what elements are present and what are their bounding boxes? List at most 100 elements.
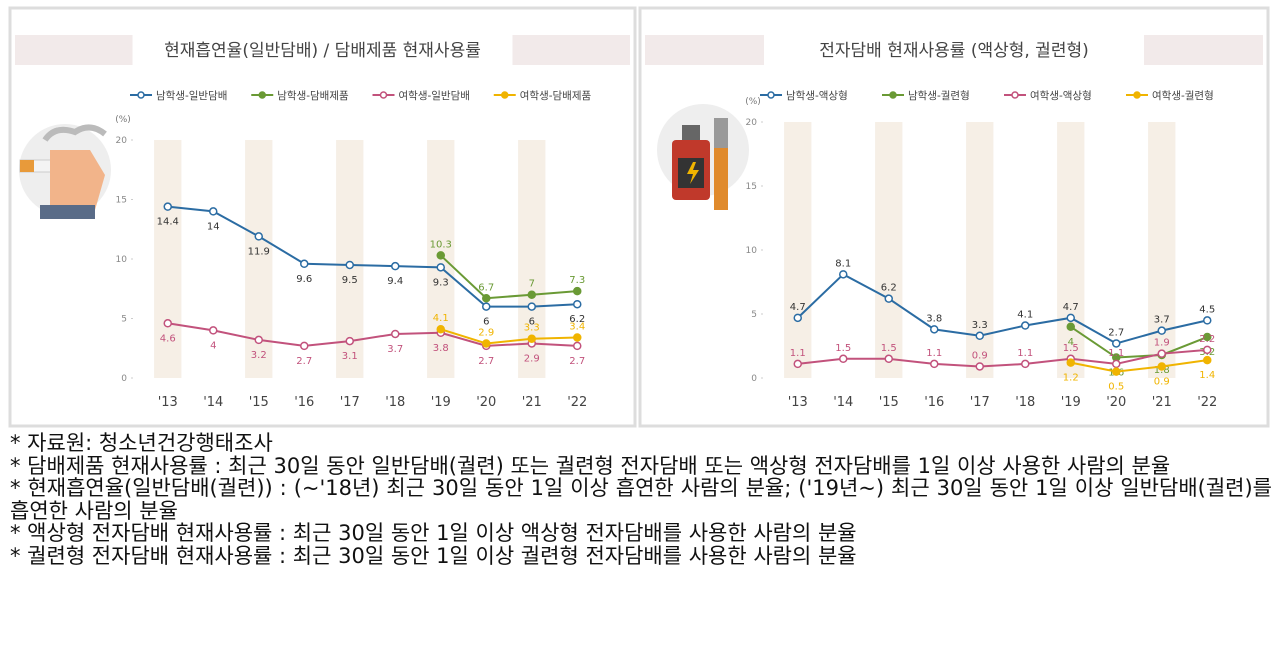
legend-marker [767,91,775,99]
legend-marker [379,91,388,99]
data-label: 10.3 [430,239,452,250]
point [1021,359,1030,369]
legend-label: 여학생-일반담배 [399,89,470,102]
point [436,324,445,334]
x-tick-label: '19 [431,395,451,410]
point [1066,313,1075,323]
point [436,251,445,260]
point [1112,367,1121,376]
y-unit: (%) [745,97,761,107]
point [1157,362,1166,371]
x-tick-label: '13 [788,395,808,410]
note: * 자료원: 청소년건강행태조사 [10,431,273,455]
data-label: 3.8 [433,343,449,354]
data-label: 0.9 [972,350,988,361]
point [482,294,491,303]
point [391,261,400,271]
data-label: 2.9 [478,327,494,338]
column-band [1148,122,1176,378]
point [793,313,802,323]
note: * 현재흡연율(일반담배(궐련)) : (~'18년) 최근 30일 동안 1일… [10,476,1272,523]
point [975,362,984,371]
x-tick-label: '16 [294,395,314,410]
column-band [875,122,903,378]
series-line [167,322,578,347]
data-label: 3.3 [524,323,540,334]
x-tick-label: '20 [476,395,496,410]
x-tick-label: '19 [1061,395,1081,410]
data-label: 4.7 [790,302,806,313]
data-label: 3.7 [387,344,403,355]
series-line [440,254,578,300]
series-line [440,328,578,345]
point [482,339,491,348]
legend-marker [258,91,266,99]
column-band [1057,122,1085,378]
point [1112,339,1121,348]
x-tick-label: '13 [158,395,178,410]
point [573,341,582,351]
data-label: 3.1 [342,351,358,362]
point [1066,358,1075,367]
x-tick-label: '14 [203,395,223,410]
data-label: 1.2 [1063,373,1079,384]
x-tick-label: '21 [1152,395,1172,410]
icon-ecig [657,104,749,210]
point [884,354,893,364]
point [573,286,582,296]
y-tick-label: 5 [121,315,127,325]
point [884,294,893,303]
point [345,260,354,270]
y-tick-label: 20 [746,118,758,128]
chart-title: 전자담배 현재사용률 (액상형, 궐련형) [819,41,1088,61]
x-tick-label: '17 [340,395,360,410]
data-label: 4.7 [1063,302,1079,313]
point [839,354,848,364]
point [254,335,263,345]
x-tick-label: '22 [567,395,587,410]
data-label: 9.3 [433,277,449,288]
y-unit: (%) [115,115,131,125]
point [930,325,939,334]
x-tick-label: '15 [879,395,899,410]
data-label: 9.4 [387,276,403,287]
title-box [764,32,1144,68]
x-tick-label: '14 [833,395,853,410]
icon-cigarette [19,124,111,219]
legend-label: 여학생-담배제품 [520,90,592,102]
legend-label: 남학생-일반담배 [156,89,227,102]
data-label: 1.5 [835,343,851,354]
series-line [797,273,1208,345]
data-label: 3.2 [251,350,267,361]
legend-label: 남학생-궐련형 [908,89,970,102]
point [527,290,536,299]
column-band [784,122,812,378]
point [839,270,848,279]
point [527,334,536,343]
point [1066,322,1075,332]
x-tick-label: '15 [249,395,269,410]
y-tick-label: 15 [746,182,757,192]
data-label: 4.1 [433,313,449,324]
point [1021,321,1030,330]
note: * 담배제품 현재사용률 : 최근 30일 동안 일반담배(궐련) 또는 궐련형… [10,453,1171,478]
data-label: 4.1 [1017,310,1033,321]
data-label: 1.4 [1199,370,1215,381]
point [573,333,582,342]
point [254,232,263,241]
series-line [1070,325,1208,359]
point [573,299,582,309]
point [975,331,984,341]
note: * 액상형 전자담배 현재사용률 : 최근 30일 동안 1일 이상 액상형 전… [10,521,857,545]
y-tick-label: 15 [116,196,127,206]
data-label: 2.7 [296,356,312,367]
point [300,259,309,269]
data-label: 2.7 [1108,327,1124,338]
point [1157,349,1166,358]
notes: * 자료원: 청소년건강행태조사 * 담배제품 현재사용률 : 최근 30일 동안… [10,432,1272,567]
data-label: 1.1 [1108,348,1124,359]
y-tick-label: 10 [116,255,128,265]
data-label: 9.5 [342,275,358,286]
point [1157,326,1166,335]
